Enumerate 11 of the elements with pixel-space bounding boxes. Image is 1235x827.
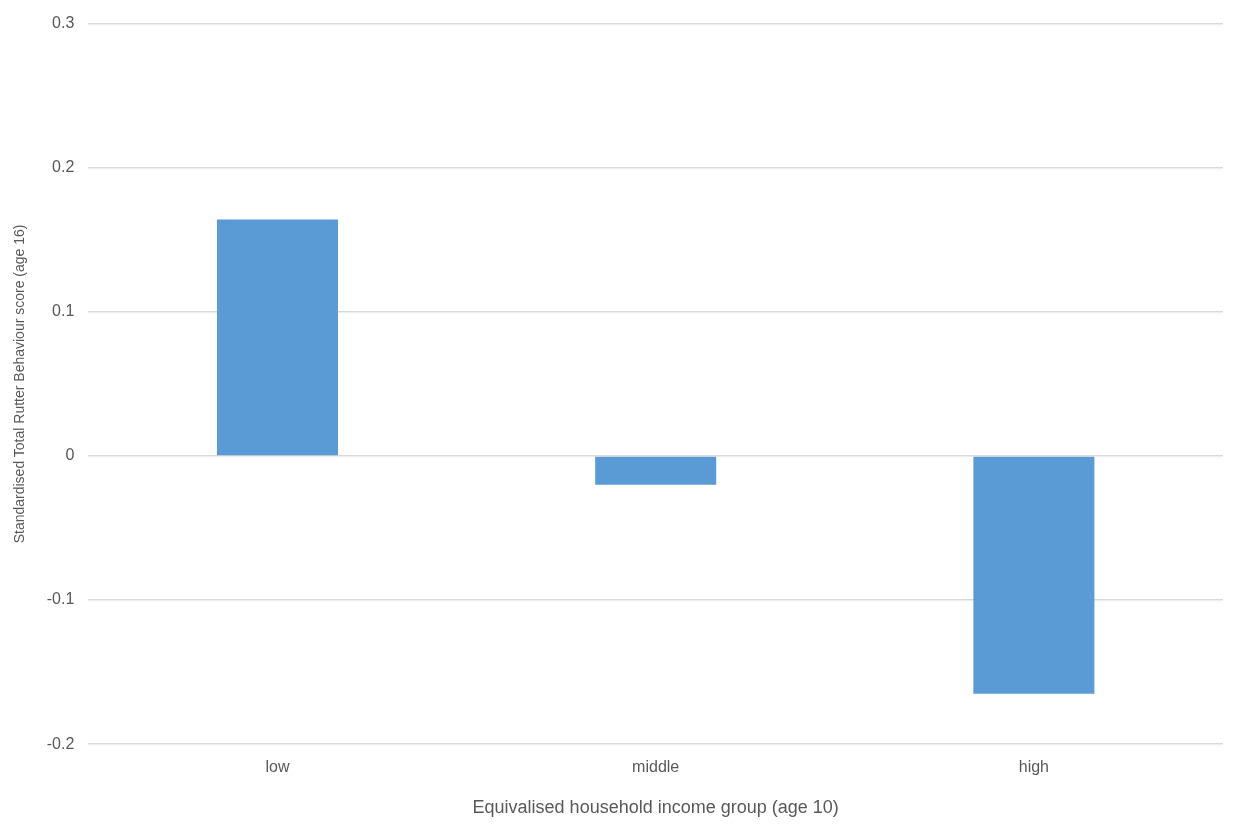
y-tick-label: 0.2 (52, 158, 75, 176)
y-tick-label: -0.1 (46, 590, 75, 608)
y-tick-label: 0.1 (52, 302, 75, 320)
y-tick-label: 0 (65, 446, 75, 464)
y-tick-label: -0.2 (46, 734, 75, 752)
y-tick-label: 0.3 (52, 14, 75, 32)
x-axis-title: Equivalised household income group (age 10) (472, 797, 839, 818)
x-tick-label: middle (632, 758, 680, 776)
x-tick-label: low (265, 758, 290, 776)
y-axis-title: Standardised Total Rutter Behaviour score (age 16) (11, 224, 28, 544)
x-tick-label: high (1018, 758, 1050, 776)
